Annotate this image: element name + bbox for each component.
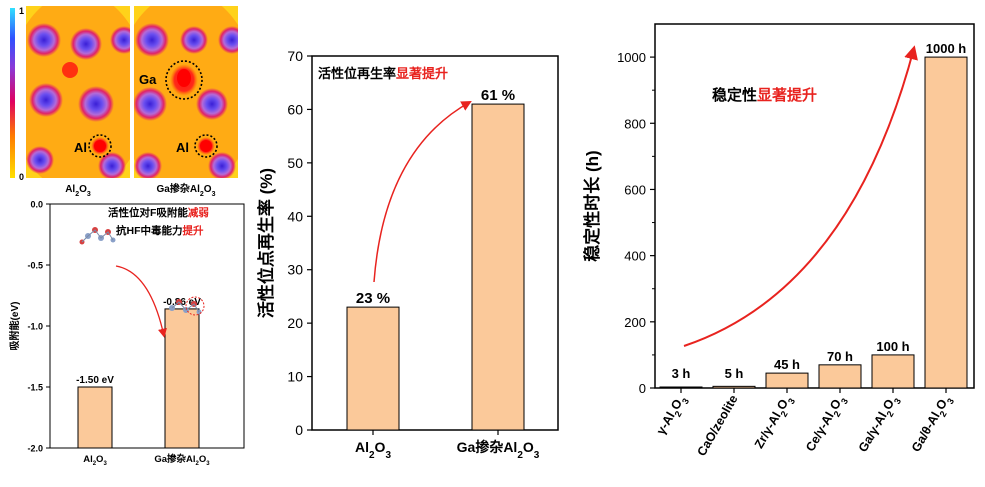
data-label: 1000 h — [926, 41, 967, 56]
molecule-left — [79, 227, 116, 245]
data-label: 100 h — [876, 339, 909, 354]
y-tick-label: 600 — [624, 182, 646, 197]
y-tick-label: -1.0 — [27, 322, 43, 332]
y-tick-label: 70 — [287, 48, 303, 64]
y-axis-ticks: -2.0 -1.5 -1.0 -0.5 0.0 — [27, 200, 50, 454]
left-al-label: Al — [74, 140, 87, 155]
data-label: -0.86 eV — [163, 297, 201, 308]
trend-arrow — [683, 45, 918, 347]
y-tick-label: 0.0 — [30, 200, 43, 210]
annotation: 稳定性显著提升 — [712, 86, 817, 104]
bar — [164, 308, 200, 449]
data-label: 61 % — [481, 87, 515, 104]
annotation-line1: 活性位对F吸附能减弱 — [108, 206, 209, 219]
density-maps: 1 0 Al — [10, 6, 238, 198]
bar — [659, 386, 703, 389]
y-tick-label: 400 — [624, 249, 646, 264]
chart-regeneration: 活性位点再生率 (%) 0 10 20 30 40 50 60 70 23 % 61 % Al2… — [256, 48, 559, 461]
bar — [712, 385, 756, 389]
x-axis-labels: Al2O3 Ga掺杂Al2O3 — [355, 430, 540, 461]
colorbar-max-label: 1 — [19, 6, 24, 16]
data-label: -1.50 eV — [76, 375, 114, 386]
x-tick-label: Ga/γ-Al2O3 — [856, 393, 903, 457]
x-tick-label: Ga掺杂Al2O3 — [457, 439, 540, 461]
y-tick-label: 50 — [287, 155, 303, 171]
density-map-right — [134, 6, 238, 178]
y-tick-label: 20 — [287, 315, 303, 331]
y-axis-ticks: 0 10 20 30 40 50 60 70 — [287, 48, 312, 438]
x-tick-label: Al2O3 — [83, 454, 107, 467]
x-axis-labels: Al2O3 Ga掺杂Al2O3 — [83, 453, 210, 467]
y-tick-label: -0.5 — [27, 261, 43, 271]
data-label: 45 h — [774, 357, 800, 372]
bar — [346, 306, 400, 431]
y-tick-label: 60 — [287, 101, 303, 117]
y-tick-label: 40 — [287, 208, 303, 224]
y-tick-label: 800 — [624, 116, 646, 131]
y-tick-label: 10 — [287, 369, 303, 385]
density-map-left — [26, 6, 130, 178]
y-axis-label: 活性位点再生率 (%) — [256, 168, 276, 318]
x-tick-label: Ga/θ-Al2O3 — [909, 393, 956, 457]
bar — [765, 372, 809, 389]
bars: -1.50 eV -0.86 eV — [76, 297, 201, 449]
molecule-right — [169, 296, 205, 316]
bar — [871, 354, 915, 389]
bars: 3 h 5 h 45 h 70 h 100 h 1000 h — [659, 41, 968, 389]
data-label: 3 h — [672, 366, 691, 381]
y-axis-label: 稳定性时长 (h) — [582, 150, 602, 261]
y-tick-label: 0 — [295, 422, 303, 438]
bars: 23 % 61 % — [346, 87, 525, 431]
bar — [471, 103, 525, 431]
chart-adsorption: 吸附能(eV) -2.0 -1.5 -1.0 -0.5 0.0 -1.50 eV -0.8… — [8, 200, 245, 467]
data-label: 5 h — [725, 366, 744, 381]
y-tick-label: 1000 — [617, 50, 646, 65]
annotation: 活性位再生率显著提升 — [318, 66, 448, 81]
x-tick-label: Ga掺杂Al2O3 — [154, 453, 210, 467]
y-tick-label: -1.5 — [27, 383, 43, 393]
map-left-label: Al2O3 — [65, 184, 91, 198]
right-al-label: Al — [176, 140, 189, 155]
trend-arrow — [115, 265, 167, 338]
chart-stability: 稳定性时长 (h) 0 200 400 600 800 1000 3 h 5 h 45 h 70… — [582, 23, 975, 458]
bar — [818, 364, 862, 389]
bar — [77, 386, 113, 449]
map-right-label: Ga掺杂Al2O3 — [157, 182, 216, 198]
y-axis-label: 吸附能(eV) — [8, 302, 21, 351]
x-tick-label: Zr/γ-Al2O3 — [752, 393, 797, 453]
x-axis-labels: γ-Al2O3 CaO/zeolite Zr/γ-Al2O3Ce/γ-Al2O3Ga… — [654, 388, 956, 458]
right-ga-label: Ga — [139, 72, 157, 87]
colorbar — [10, 8, 15, 178]
colorbar-min-label: 0 — [19, 172, 24, 182]
y-axis-ticks: 0 200 400 600 800 1000 — [617, 50, 655, 396]
annotation-line2: 抗HF中毒能力提升 — [116, 224, 204, 237]
bar — [924, 56, 968, 389]
x-tick-label: γ-Al2O3 — [654, 393, 691, 440]
plot-frame — [311, 55, 559, 431]
x-tick-label: Ce/γ-Al2O3 — [803, 393, 850, 456]
y-tick-label: -2.0 — [27, 444, 43, 454]
data-label: 70 h — [827, 349, 853, 364]
x-tick-label: Al2O3 — [355, 439, 391, 461]
y-tick-label: 200 — [624, 315, 646, 330]
trend-arrow — [373, 100, 472, 283]
y-tick-label: 0 — [639, 381, 646, 396]
plot-frame — [654, 23, 975, 389]
data-label: 23 % — [356, 290, 390, 307]
y-tick-label: 30 — [287, 262, 303, 278]
x-tick-label: CaO/zeolite — [694, 392, 740, 458]
